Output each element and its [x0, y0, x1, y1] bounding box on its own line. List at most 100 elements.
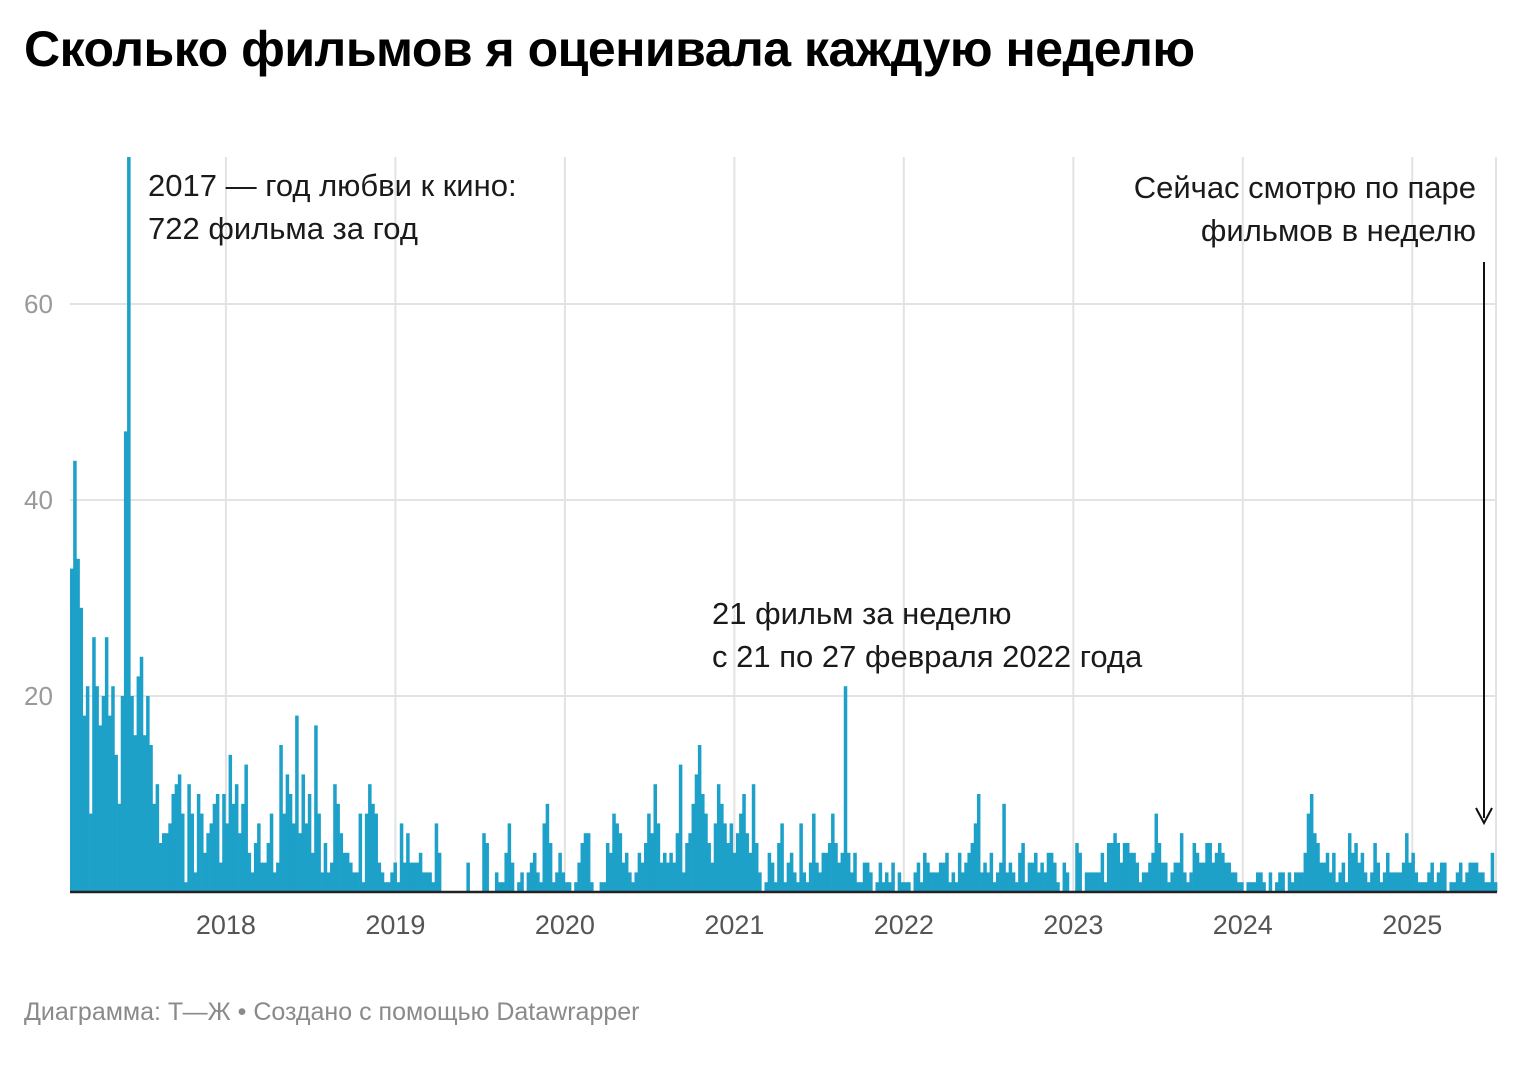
- bar: [964, 862, 968, 892]
- bar: [831, 813, 835, 892]
- bar: [707, 843, 711, 892]
- bar: [307, 794, 312, 892]
- bar: [542, 823, 547, 892]
- bar: [701, 794, 705, 892]
- annotation-now-line2: фильмов в неделю: [1200, 213, 1476, 248]
- bar: [507, 823, 512, 892]
- x-tick-label: 2021: [704, 910, 764, 940]
- bar: [954, 882, 959, 892]
- bar: [193, 872, 198, 892]
- bar: [824, 852, 829, 892]
- bar: [1373, 843, 1377, 892]
- bar: [1465, 872, 1469, 892]
- bar: [352, 872, 356, 892]
- bar: [628, 872, 632, 892]
- bar: [92, 637, 96, 892]
- bar: [697, 745, 702, 892]
- bar: [1354, 843, 1358, 892]
- bar: [1322, 862, 1327, 892]
- x-tick-label: 2020: [535, 910, 595, 940]
- bar: [215, 794, 220, 892]
- x-tick-label: 2022: [874, 910, 934, 940]
- bar: [1224, 862, 1228, 892]
- bar: [764, 882, 768, 892]
- bar: [412, 862, 416, 892]
- bar: [659, 862, 664, 892]
- bar: [168, 823, 172, 892]
- bar: [482, 833, 486, 892]
- bar: [1075, 843, 1079, 892]
- annotation-2017: 2017 — год любви к кино: 722 фильма за г…: [148, 164, 517, 250]
- bar: [862, 862, 867, 892]
- bar: [253, 843, 258, 892]
- bar: [1192, 843, 1197, 892]
- bar: [295, 715, 299, 892]
- bar: [834, 843, 838, 892]
- bar: [675, 833, 680, 892]
- bar: [98, 725, 103, 892]
- bar: [663, 852, 667, 892]
- annotation-peak-2022-line2: с 21 по 27 февраля 2022 года: [712, 639, 1143, 674]
- bar: [336, 803, 340, 892]
- bar: [1386, 852, 1390, 892]
- bar: [735, 833, 740, 892]
- bar: [1487, 882, 1492, 892]
- bar: [263, 862, 267, 892]
- bar: [434, 823, 439, 892]
- bar: [314, 725, 318, 892]
- bar: [850, 872, 854, 892]
- bar: [713, 823, 718, 892]
- bar: [247, 852, 252, 892]
- bar: [142, 735, 147, 892]
- bar: [139, 656, 144, 892]
- bar: [114, 754, 118, 892]
- bar: [840, 852, 845, 892]
- bar: [250, 872, 255, 892]
- bar: [171, 794, 175, 892]
- bar: [612, 813, 616, 892]
- bar: [1335, 882, 1339, 892]
- bar: [539, 882, 543, 892]
- chart-footer: Диаграмма: Т—Ж • Создано с помощью Dataw…: [24, 998, 640, 1026]
- bar: [1313, 833, 1317, 892]
- bar: [843, 686, 848, 892]
- bar: [149, 745, 153, 892]
- bar: [637, 852, 642, 892]
- chart-title: Сколько фильмов я оценивала каждую недел…: [24, 21, 1195, 77]
- bar: [1395, 872, 1400, 892]
- bar: [1462, 882, 1466, 892]
- bar: [1455, 872, 1460, 892]
- bar: [1420, 882, 1425, 892]
- now-arrow: [1475, 262, 1493, 826]
- bar: [127, 157, 131, 892]
- bar: [323, 843, 328, 892]
- bar: [206, 833, 210, 892]
- bar: [415, 862, 420, 892]
- bar: [291, 823, 296, 892]
- bar: [812, 813, 816, 892]
- bar: [923, 852, 927, 892]
- bar: [1119, 862, 1124, 892]
- bar: [796, 882, 800, 892]
- bar: [330, 862, 334, 892]
- bar: [298, 833, 302, 892]
- bar: [136, 676, 141, 892]
- bar: [101, 696, 106, 892]
- bar: [241, 803, 245, 892]
- bar: [1217, 843, 1222, 892]
- bar: [726, 843, 730, 892]
- bar: [1338, 872, 1342, 892]
- bar: [580, 843, 585, 892]
- bar: [1135, 862, 1140, 892]
- bar: [1227, 862, 1231, 892]
- bar: [1138, 882, 1143, 892]
- bar: [1290, 882, 1295, 892]
- bar: [999, 862, 1003, 892]
- bar: [1481, 872, 1485, 892]
- bar: [219, 862, 223, 892]
- bar: [986, 872, 990, 892]
- bar: [770, 862, 775, 892]
- bar: [783, 882, 788, 892]
- bar: [1018, 852, 1022, 892]
- bar: [669, 852, 673, 892]
